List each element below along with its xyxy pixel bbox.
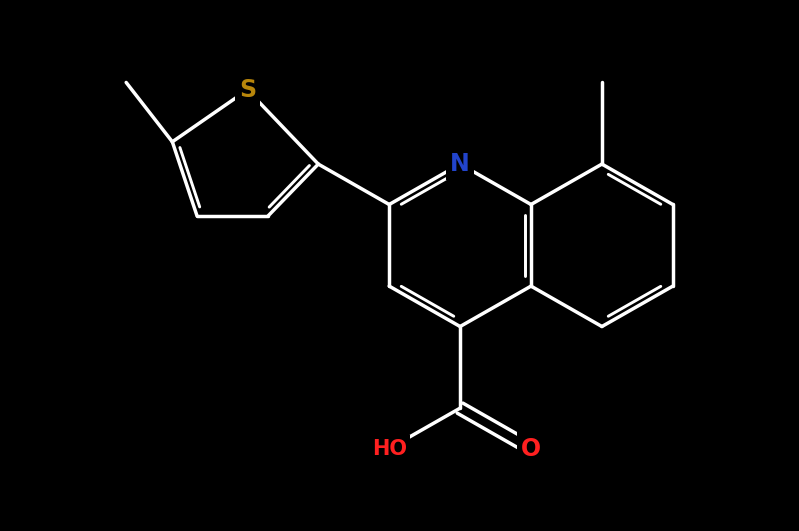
Text: N: N (450, 152, 470, 176)
Text: HO: HO (372, 439, 407, 459)
Text: S: S (239, 78, 256, 102)
Text: O: O (521, 436, 541, 460)
